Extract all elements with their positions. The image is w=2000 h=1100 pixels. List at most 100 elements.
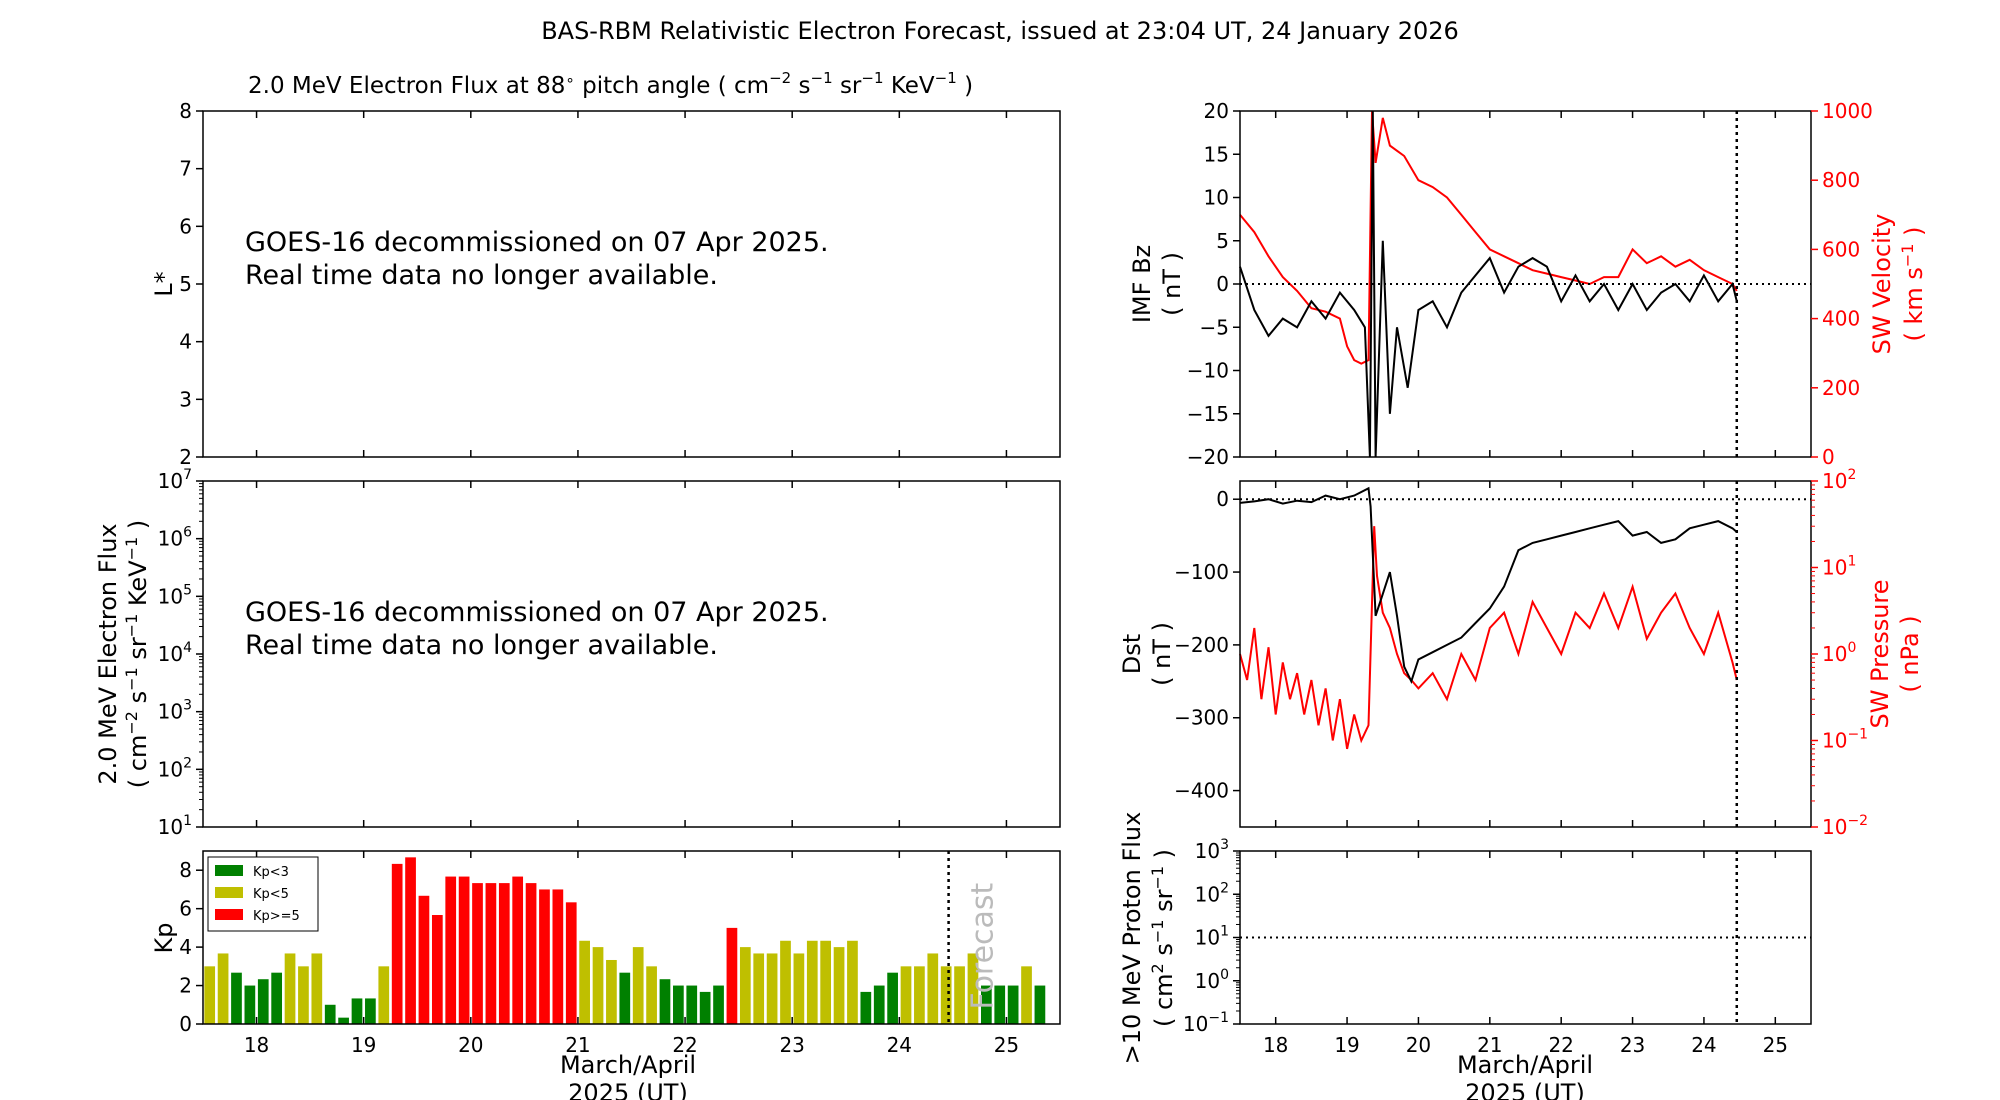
- kp-bar: [646, 966, 657, 1024]
- kp-bar: [914, 966, 925, 1024]
- proton-x-tick-label: 23: [1620, 1033, 1645, 1057]
- kp-bar: [686, 985, 698, 1024]
- eflux-ylabel-line1: 2.0 MeV Electron Flux: [94, 523, 122, 784]
- eflux-message-line2: Real time data no longer available.: [245, 630, 718, 661]
- dst-y2-tick-label: 101: [1822, 554, 1856, 580]
- kp-x-tick-label: 19: [351, 1033, 376, 1057]
- kp-bar: [780, 940, 791, 1024]
- kp-x-tick-label: 25: [994, 1033, 1019, 1057]
- dst-y2-tick-label: 10−2: [1822, 813, 1868, 839]
- kp-x-tick-label: 23: [779, 1033, 804, 1057]
- kp-bar: [498, 883, 510, 1024]
- imf-y2-tick-label: 0: [1822, 445, 1835, 469]
- dst-y-ticks: −400 −300 −200 −100 0: [1174, 487, 1240, 803]
- kp-bar: [485, 883, 497, 1024]
- kp-bar: [565, 902, 577, 1024]
- proton-x-tick-label: 20: [1406, 1033, 1431, 1057]
- eflux-y-tick-label: 102: [158, 755, 192, 781]
- kp-bar: [592, 947, 604, 1024]
- kp-bar: [619, 972, 631, 1024]
- kp-bar: [980, 985, 992, 1024]
- lstar-ylabel: L*: [150, 271, 178, 296]
- kp-bar: [659, 979, 671, 1024]
- eflux-panel: 101 102 103 104 105 106 107 2.0 MeV Electron F…: [94, 467, 1061, 839]
- imf-y-tick-label: −15: [1187, 402, 1229, 426]
- imf-y-tick-label: 15: [1204, 142, 1229, 166]
- imf-y-tick-label: −5: [1200, 315, 1229, 339]
- kp-bar: [525, 883, 537, 1024]
- kp-y-ticks: 0 2 4 6 8: [179, 858, 203, 1036]
- kp-bar: [726, 927, 738, 1024]
- proton-xlabel-line2: 2025 (UT): [1465, 1079, 1585, 1100]
- lstar-y-tick-label: 8: [179, 99, 192, 123]
- proton-x-tick-label: 25: [1763, 1033, 1788, 1057]
- kp-x-tick-label: 21: [565, 1033, 590, 1057]
- kp-y-tick-label: 0: [179, 1012, 192, 1036]
- imf-y2-tick-label: 600: [1822, 237, 1860, 261]
- kp-bar: [793, 953, 805, 1024]
- kp-bar: [994, 985, 1006, 1024]
- imf-series: [1239, 110, 1738, 458]
- kp-bar: [539, 889, 550, 1024]
- kp-legend-label-yellow: Kp<5: [253, 887, 289, 902]
- kp-legend-swatch-red: [215, 909, 243, 920]
- kp-bar: [967, 953, 979, 1024]
- imf-y-tick-label: 5: [1216, 229, 1229, 253]
- kp-bar: [244, 985, 256, 1024]
- proton-x-tick-label: 19: [1334, 1033, 1359, 1057]
- lstar-y-tick-label: 6: [179, 214, 192, 238]
- dst-series: [1239, 486, 1738, 750]
- kp-ylabel: Kp: [150, 923, 178, 954]
- imf-y2label-line2: ( km s−1 ): [1898, 227, 1928, 342]
- proton-y-tick-label: 100: [1195, 967, 1229, 993]
- dst-ylabel-line2: ( nT ): [1148, 622, 1176, 686]
- lstar-x-ticks: [255, 111, 1008, 457]
- kp-bar: [231, 972, 242, 1024]
- kp-bar: [699, 991, 711, 1024]
- kp-bar: [753, 953, 765, 1024]
- kp-bar: [351, 998, 363, 1024]
- kp-bar: [552, 889, 564, 1024]
- kp-y-tick-label: 4: [179, 935, 192, 959]
- kp-bar: [311, 953, 323, 1024]
- kp-x-tick-label: 18: [244, 1033, 269, 1057]
- kp-bar: [512, 876, 524, 1024]
- proton-y-tick-label: 103: [1195, 837, 1229, 863]
- dst-y2-ticks: 10−2 10−1 100 101 102: [1811, 467, 1868, 839]
- kp-bar: [472, 883, 483, 1024]
- kp-legend-label-green: Kp<3: [253, 865, 289, 880]
- kp-bar: [579, 940, 590, 1024]
- kp-bar: [378, 966, 390, 1024]
- kp-bars: [204, 857, 1046, 1024]
- kp-y-tick-label: 8: [179, 858, 192, 882]
- kp-bar: [739, 947, 751, 1024]
- dst-ylabel-line1: Dst: [1118, 634, 1146, 674]
- kp-bar: [833, 947, 845, 1024]
- eflux-message-line1: GOES-16 decommissioned on 07 Apr 2025.: [245, 597, 829, 628]
- dst-y-tick-label: −300: [1174, 706, 1229, 730]
- kp-y-tick-label: 6: [179, 897, 192, 921]
- eflux-x-ticks: [255, 481, 1008, 827]
- proton-x-tick-label: 22: [1548, 1033, 1573, 1057]
- kp-bar: [217, 953, 229, 1024]
- proton-x-tick-label: 24: [1691, 1033, 1716, 1057]
- imf-y2-tick-label: 800: [1822, 168, 1860, 192]
- dst-y2-tick-label: 10−1: [1822, 727, 1868, 753]
- kp-bar: [1034, 985, 1046, 1024]
- kp-xlabel-line1: March/April: [560, 1051, 696, 1079]
- imf-y-tick-label: 0: [1216, 272, 1229, 296]
- imf-y-tick-label: 10: [1204, 186, 1229, 210]
- proton-y-tick-label: 10−1: [1183, 1010, 1229, 1036]
- proton-y-tick-label: 102: [1195, 880, 1229, 906]
- kp-bar: [324, 1004, 336, 1024]
- proton-y-ticks: 10−1 100 101 102 103: [1183, 837, 1240, 1036]
- imf-panel: −20 −15 −10 −5 0 5 10 15 20 0 200 400 600 800 1000 IM…: [1128, 99, 1928, 469]
- kp-bar: [606, 959, 617, 1024]
- kp-x-ticks: 18 19 20 21 22 23 24 25: [244, 851, 1019, 1057]
- imf-y-tick-label: −20: [1187, 445, 1229, 469]
- imf-y2-ticks: 0 200 400 600 800 1000: [1811, 99, 1873, 469]
- kp-bar: [445, 876, 457, 1024]
